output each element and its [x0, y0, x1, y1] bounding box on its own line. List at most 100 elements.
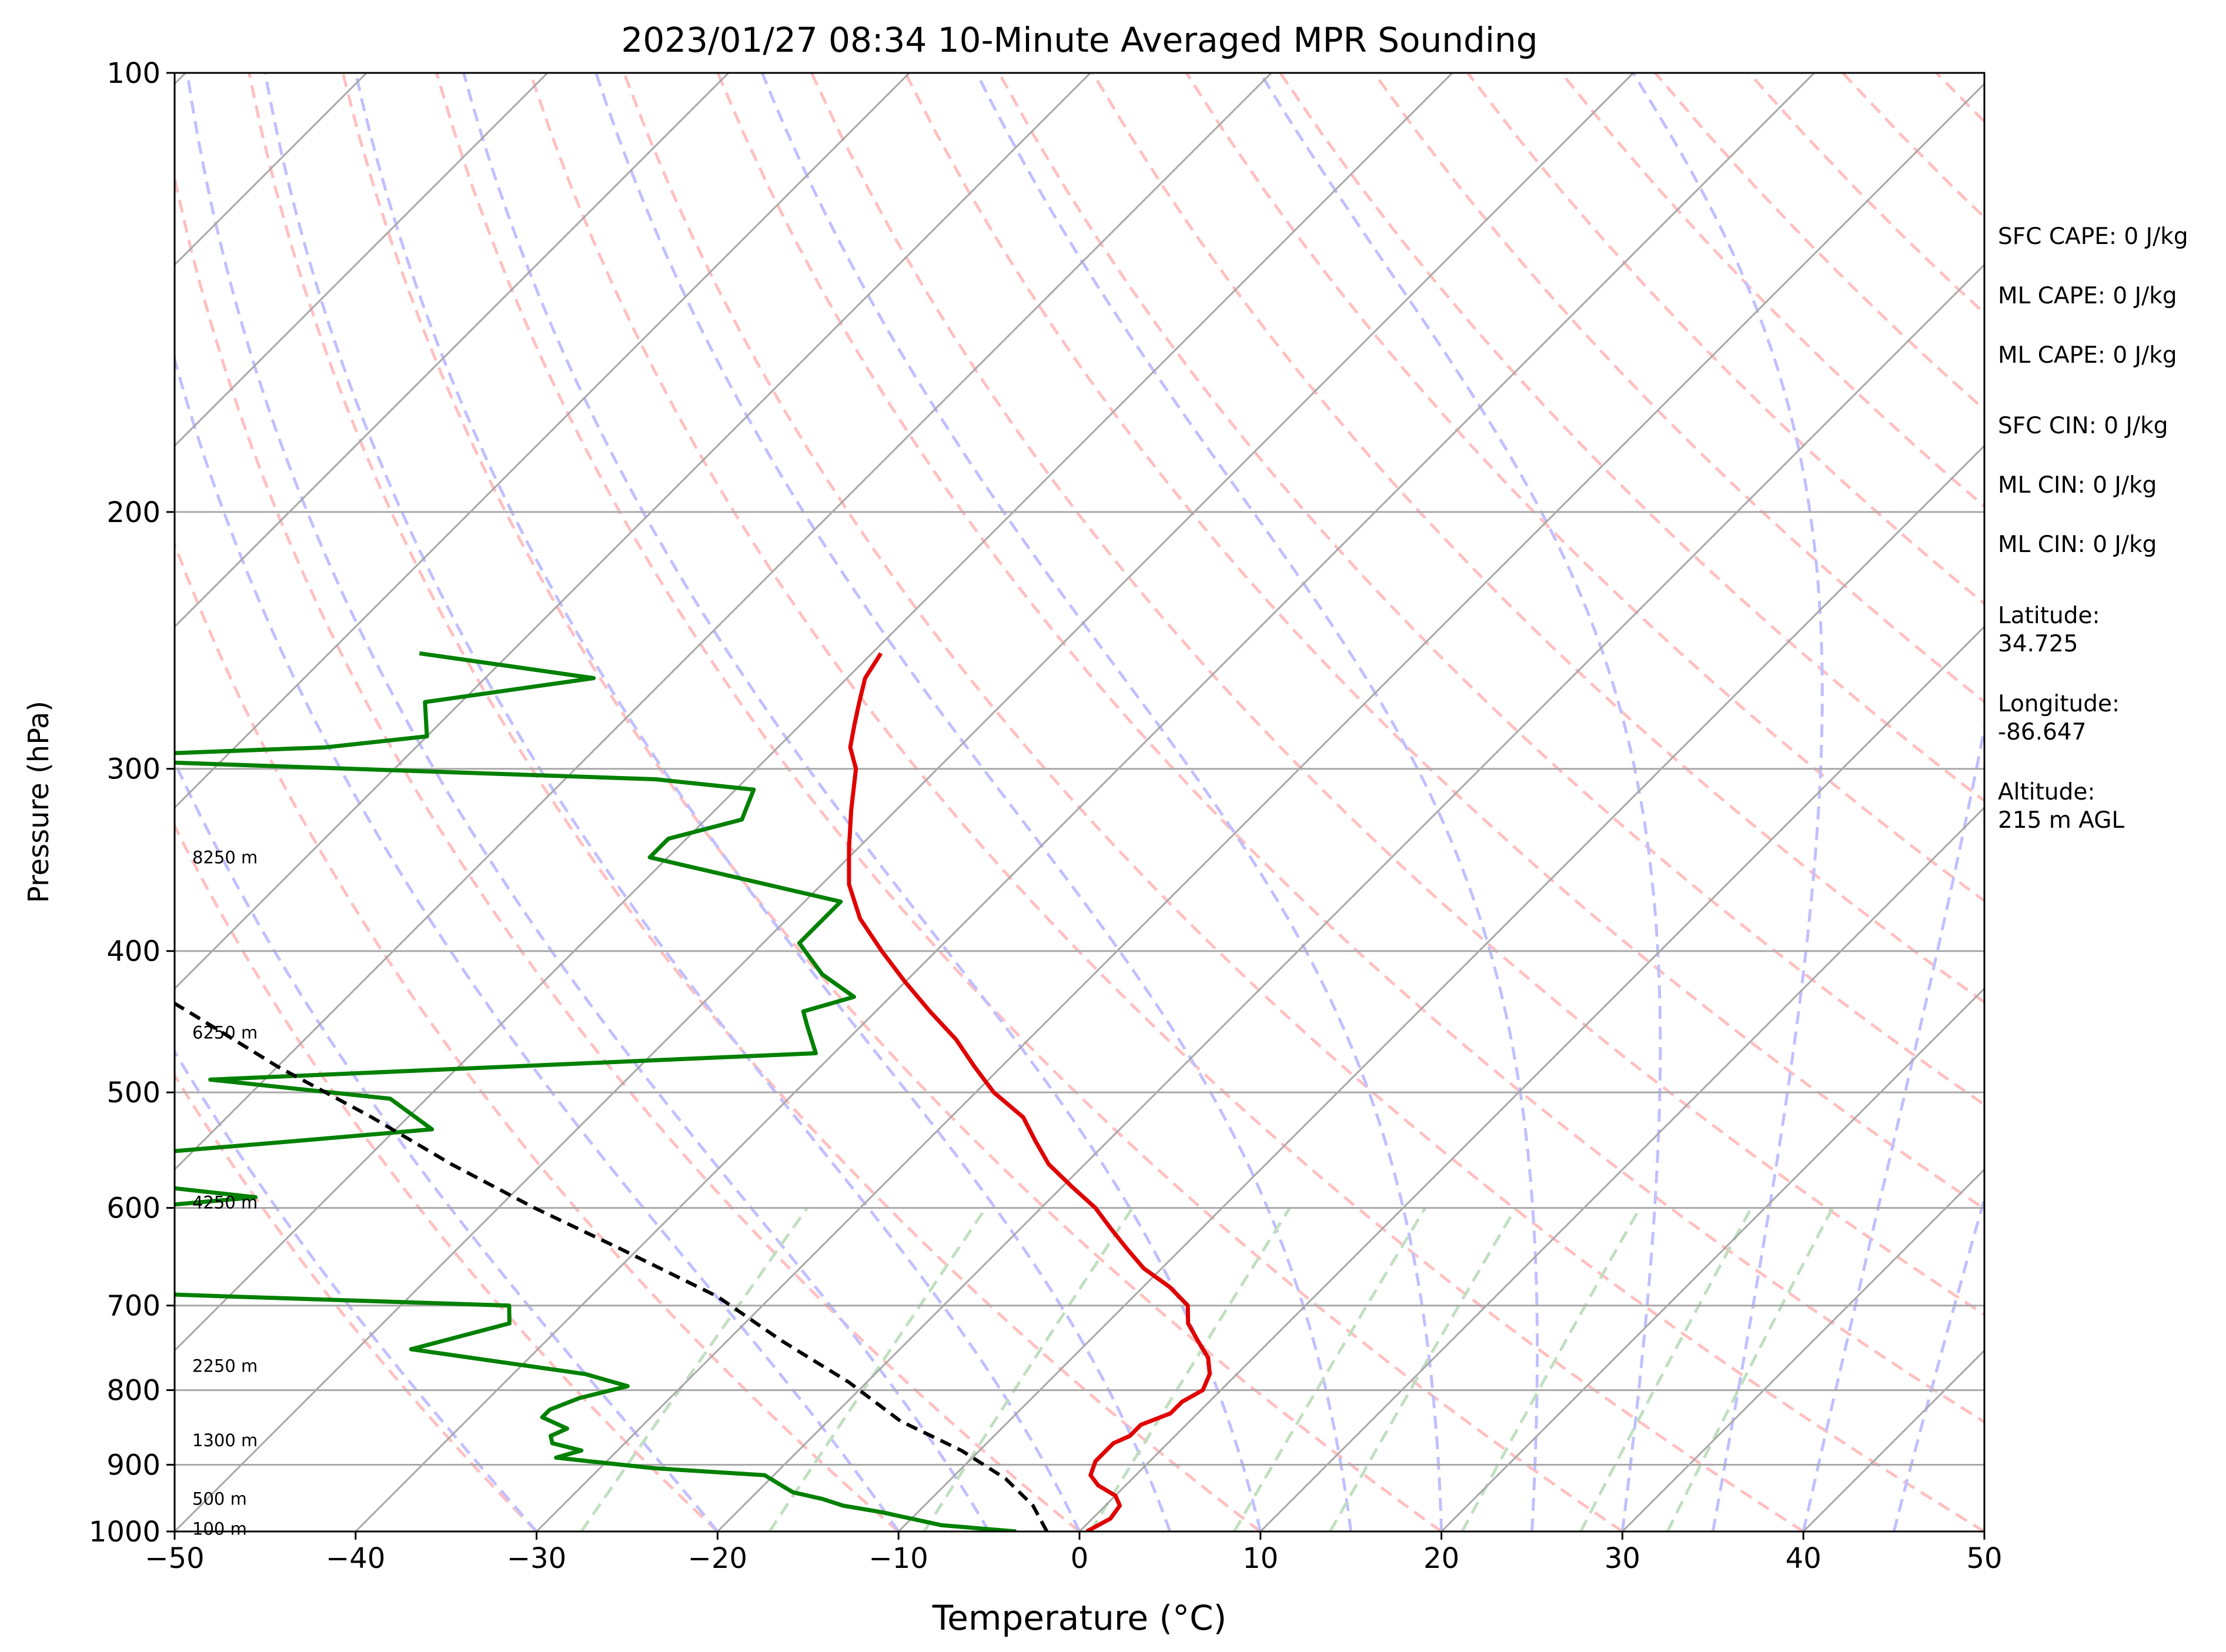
dry-adiabat-line — [529, 73, 1804, 1531]
isotherm-line — [175, 73, 730, 628]
isotherm-line — [1440, 987, 1984, 1531]
y-tick-label: 300 — [106, 753, 161, 786]
height-labels: 100 m 500 m 1300 m 2250 m 4250 m 6250 m 8250 m — [192, 847, 258, 1539]
moist-adiabat-line — [594, 73, 1353, 1531]
x-tick-label: −40 — [326, 1542, 385, 1575]
isotherm-line — [175, 73, 1635, 1531]
series-line-1 — [175, 651, 1017, 1531]
moist-adiabat-line — [975, 73, 1539, 1531]
dry-adiabat-line — [341, 73, 1443, 1531]
chart-title: 2023/01/27 08:34 10-Minute Averaged MPR … — [621, 20, 1538, 60]
x-tick-label: 10 — [1242, 1542, 1278, 1575]
isotherm-line — [1259, 806, 1984, 1531]
x-axis-label: Temperature (°C) — [932, 1598, 1227, 1638]
ml-cin-text-2: ML CIN: 0 J/kg — [1998, 531, 2157, 558]
moist-adiabat-line — [760, 73, 1443, 1531]
x-axis-ticks: −50 −40 −30 −20 −10 0 10 20 30 40 50 — [145, 1531, 2003, 1575]
dry-adiabat-line — [1185, 73, 1984, 903]
mixing-ratio-line — [1232, 1207, 1427, 1531]
x-tick-label: −10 — [869, 1542, 928, 1575]
mixing-ratio-line — [768, 1207, 987, 1531]
dry-adiabat-line — [175, 540, 900, 1531]
series-line-0 — [847, 652, 1212, 1531]
latitude-value: 34.725 — [1998, 631, 2078, 657]
y-tick-label: 600 — [106, 1192, 161, 1225]
dry-adiabat-line — [1279, 73, 1984, 803]
height-label: 6250 m — [192, 1023, 258, 1043]
moist-adiabat-line — [1892, 1193, 1984, 1531]
dry-adiabat-line — [623, 73, 1984, 1531]
x-tick-label: 50 — [1966, 1542, 2002, 1575]
moist-adiabat-line — [175, 758, 719, 1531]
y-tick-label: 1000 — [89, 1516, 161, 1549]
moist-adiabat-line — [175, 1049, 538, 1531]
dry-adiabat-line — [435, 73, 1623, 1531]
isotherm-line — [175, 73, 1453, 1352]
side-panel: SFC CAPE: 0 J/kg ML CAPE: 0 J/kg ML CAPE… — [1998, 223, 2188, 834]
y-tick-label: 500 — [106, 1076, 161, 1109]
moist-adiabat-line — [263, 73, 1081, 1531]
data-series — [175, 651, 1212, 1531]
x-tick-label: 20 — [1423, 1542, 1459, 1575]
sfc-cape-text: SFC CAPE: 0 J/kg — [1998, 223, 2188, 250]
moist-adiabat-line — [175, 353, 900, 1531]
y-tick-label: 900 — [106, 1449, 161, 1482]
isotherm-line — [1078, 625, 1984, 1531]
mixing-ratio-line — [1089, 1207, 1291, 1531]
longitude-label: Longitude: — [1998, 691, 2120, 717]
y-tick-label: 700 — [106, 1290, 161, 1323]
mixing-ratio-line — [580, 1207, 808, 1531]
mixing-ratio-line — [1329, 1207, 1518, 1531]
moist-adiabat-line — [186, 73, 991, 1531]
mixing-ratio-line — [1579, 1207, 1753, 1531]
altitude-label: Altitude: — [1998, 779, 2095, 805]
ml-cin-text-1: ML CIN: 0 J/kg — [1998, 472, 2157, 499]
dry-adiabat-line — [1372, 73, 1984, 704]
moist-adiabat-line — [1801, 721, 1984, 1531]
x-tick-label: −30 — [507, 1542, 566, 1575]
mixing-ratio-line — [1666, 1207, 1834, 1531]
dry-adiabat-line — [997, 73, 1984, 1107]
isotherm-line — [175, 73, 910, 809]
isotherm-line — [175, 73, 1091, 990]
series-line-2 — [175, 1001, 1049, 1531]
dry-adiabat-line — [716, 73, 1984, 1424]
moist-adiabat-line — [354, 73, 1172, 1531]
moist-adiabat-line — [462, 73, 1262, 1531]
y-tick-label: 100 — [106, 57, 161, 90]
height-label: 500 m — [192, 1489, 247, 1509]
y-tick-label: 800 — [106, 1375, 161, 1407]
isotherm-line — [355, 73, 1815, 1531]
height-label: 1300 m — [192, 1430, 258, 1450]
plot-frame — [173, 72, 1986, 1533]
isotherm-line — [175, 73, 1272, 1171]
height-label: 8250 m — [192, 847, 258, 867]
isotherm-line — [175, 73, 549, 447]
x-tick-label: 40 — [1786, 1542, 1821, 1575]
height-label: 2250 m — [192, 1356, 258, 1376]
isotherm-line — [536, 82, 1984, 1531]
dry-adiabat-line — [810, 73, 1984, 1316]
longitude-value: -86.647 — [1998, 719, 2087, 745]
altitude-value: 215 m AGL — [1998, 807, 2124, 834]
height-label: 100 m — [192, 1519, 247, 1539]
dry-adiabat-line — [175, 1072, 538, 1531]
x-tick-label: 0 — [1071, 1542, 1089, 1575]
isotherm-line — [1622, 1168, 1984, 1531]
dry-adiabat-line — [175, 822, 719, 1531]
dry-adiabat-line — [175, 170, 1081, 1531]
y-tick-label: 400 — [106, 935, 161, 968]
ml-cape-text-2: ML CAPE: 0 J/kg — [1998, 342, 2177, 369]
y-axis-ticks: 1000 900 800 700 600 500 400 300 200 100 — [89, 57, 175, 1549]
sfc-cin-text: SFC CIN: 0 J/kg — [1998, 413, 2168, 439]
x-tick-label: −20 — [688, 1542, 747, 1575]
background-lines — [0, 73, 1984, 1531]
y-tick-label: 200 — [106, 496, 161, 529]
height-label: 4250 m — [192, 1193, 258, 1213]
isotherm-line — [0, 73, 5, 1531]
dry-adiabat-line — [248, 73, 1262, 1531]
dry-adiabat-line — [904, 73, 1984, 1211]
latitude-label: Latitude: — [1998, 603, 2100, 629]
x-tick-label: −50 — [145, 1542, 204, 1575]
